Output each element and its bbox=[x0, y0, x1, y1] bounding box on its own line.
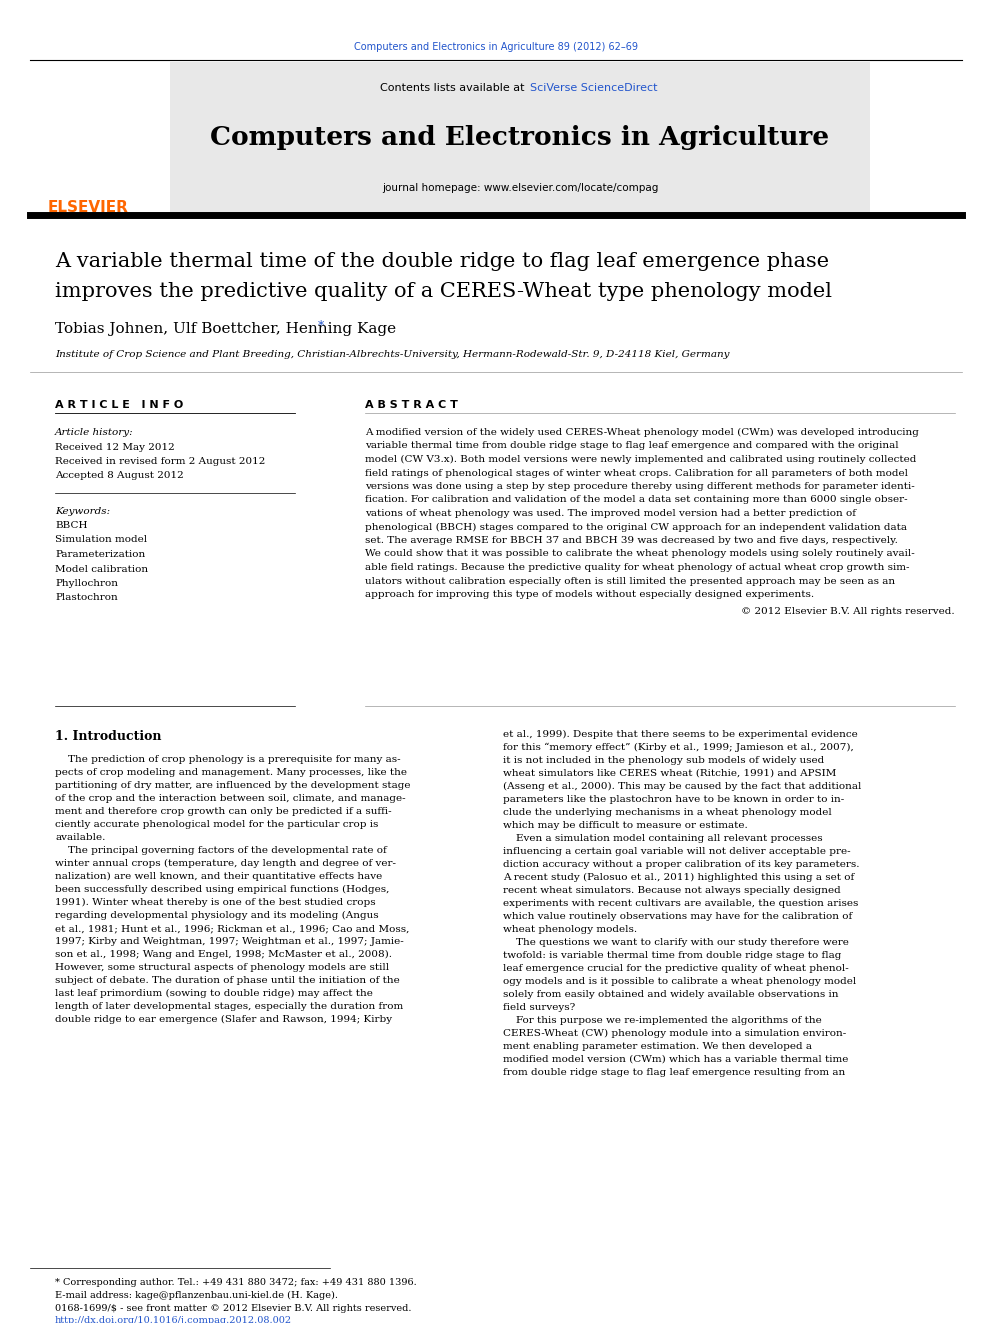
Text: Institute of Crop Science and Plant Breeding, Christian-Albrechts-University, He: Institute of Crop Science and Plant Bree… bbox=[55, 351, 729, 359]
Text: 1997; Kirby and Weightman, 1997; Weightman et al., 1997; Jamie-: 1997; Kirby and Weightman, 1997; Weightm… bbox=[55, 937, 404, 946]
Text: CERES-Wheat (CW) phenology module into a simulation environ-: CERES-Wheat (CW) phenology module into a… bbox=[503, 1029, 846, 1039]
Text: * Corresponding author. Tel.: +49 431 880 3472; fax: +49 431 880 1396.: * Corresponding author. Tel.: +49 431 88… bbox=[55, 1278, 417, 1287]
Text: from double ridge stage to flag leaf emergence resulting from an: from double ridge stage to flag leaf eme… bbox=[503, 1068, 845, 1077]
Text: fication. For calibration and validation of the model a data set containing more: fication. For calibration and validation… bbox=[365, 496, 908, 504]
Text: Model calibration: Model calibration bbox=[55, 565, 148, 573]
Text: field surveys?: field surveys? bbox=[503, 1003, 575, 1012]
Text: http://dx.doi.org/10.1016/j.compag.2012.08.002: http://dx.doi.org/10.1016/j.compag.2012.… bbox=[55, 1316, 292, 1323]
Text: Received in revised form 2 August 2012: Received in revised form 2 August 2012 bbox=[55, 456, 266, 466]
Text: 1991). Winter wheat thereby is one of the best studied crops: 1991). Winter wheat thereby is one of th… bbox=[55, 898, 376, 908]
Text: vations of wheat phenology was used. The improved model version had a better pre: vations of wheat phenology was used. The… bbox=[365, 509, 856, 519]
Text: (Asseng et al., 2000). This may be caused by the fact that additional: (Asseng et al., 2000). This may be cause… bbox=[503, 782, 861, 791]
Text: regarding developmental physiology and its modeling (Angus: regarding developmental physiology and i… bbox=[55, 912, 379, 919]
Text: For this purpose we re-implemented the algorithms of the: For this purpose we re-implemented the a… bbox=[503, 1016, 821, 1025]
Text: it is not included in the phenology sub models of widely used: it is not included in the phenology sub … bbox=[503, 755, 824, 765]
Text: Even a simulation model containing all relevant processes: Even a simulation model containing all r… bbox=[503, 833, 822, 843]
Text: 1. Introduction: 1. Introduction bbox=[55, 730, 162, 744]
Text: *: * bbox=[318, 320, 324, 333]
Text: SciVerse ScienceDirect: SciVerse ScienceDirect bbox=[530, 83, 658, 93]
Text: length of later developmental stages, especially the duration from: length of later developmental stages, es… bbox=[55, 1002, 404, 1011]
Text: partitioning of dry matter, are influenced by the development stage: partitioning of dry matter, are influenc… bbox=[55, 781, 411, 790]
Text: which may be difficult to measure or estimate.: which may be difficult to measure or est… bbox=[503, 822, 748, 830]
Text: Keywords:: Keywords: bbox=[55, 507, 110, 516]
Text: Received 12 May 2012: Received 12 May 2012 bbox=[55, 443, 175, 452]
Text: The prediction of crop phenology is a prerequisite for many as-: The prediction of crop phenology is a pr… bbox=[55, 755, 401, 763]
Text: A modified version of the widely used CERES-Wheat phenology model (CWm) was deve: A modified version of the widely used CE… bbox=[365, 429, 919, 437]
Text: parameters like the plastochron have to be known in order to in-: parameters like the plastochron have to … bbox=[503, 795, 844, 804]
Text: BBCH: BBCH bbox=[55, 521, 87, 531]
Text: nalization) are well known, and their quantitative effects have: nalization) are well known, and their qu… bbox=[55, 872, 382, 881]
Text: ment enabling parameter estimation. We then developed a: ment enabling parameter estimation. We t… bbox=[503, 1043, 812, 1050]
Text: diction accuracy without a proper calibration of its key parameters.: diction accuracy without a proper calibr… bbox=[503, 860, 859, 869]
Text: modified model version (CWm) which has a variable thermal time: modified model version (CWm) which has a… bbox=[503, 1054, 848, 1064]
Text: A R T I C L E   I N F O: A R T I C L E I N F O bbox=[55, 400, 184, 410]
Text: for this “memory effect” (Kirby et al., 1999; Jamieson et al., 2007),: for this “memory effect” (Kirby et al., … bbox=[503, 744, 854, 753]
Text: et al., 1999). Despite that there seems to be experimental evidence: et al., 1999). Despite that there seems … bbox=[503, 730, 858, 740]
Text: The principal governing factors of the developmental rate of: The principal governing factors of the d… bbox=[55, 845, 387, 855]
Text: ulators without calibration especially often is still limited the presented appr: ulators without calibration especially o… bbox=[365, 577, 895, 586]
Text: solely from easily obtained and widely available observations in: solely from easily obtained and widely a… bbox=[503, 990, 838, 999]
Text: approach for improving this type of models without especially designed experimen: approach for improving this type of mode… bbox=[365, 590, 814, 599]
Text: leaf emergence crucial for the predictive quality of wheat phenol-: leaf emergence crucial for the predictiv… bbox=[503, 964, 849, 972]
Text: The questions we want to clarify with our study therefore were: The questions we want to clarify with ou… bbox=[503, 938, 849, 947]
Text: set. The average RMSE for BBCH 37 and BBCH 39 was decreased by two and five days: set. The average RMSE for BBCH 37 and BB… bbox=[365, 536, 898, 545]
Text: Computers and Electronics in Agriculture: Computers and Electronics in Agriculture bbox=[210, 124, 829, 149]
Text: last leaf primordium (sowing to double ridge) may affect the: last leaf primordium (sowing to double r… bbox=[55, 990, 373, 998]
Text: variable thermal time from double ridge stage to flag leaf emergence and compare: variable thermal time from double ridge … bbox=[365, 442, 899, 451]
Text: able field ratings. Because the predictive quality for wheat phenology of actual: able field ratings. Because the predicti… bbox=[365, 564, 910, 572]
Text: ELSEVIER: ELSEVIER bbox=[48, 200, 129, 216]
Text: We could show that it was possible to calibrate the wheat phenology models using: We could show that it was possible to ca… bbox=[365, 549, 915, 558]
Text: improves the predictive quality of a CERES-Wheat type phenology model: improves the predictive quality of a CER… bbox=[55, 282, 832, 302]
Text: Tobias Johnen, Ulf Boettcher, Henning Kage: Tobias Johnen, Ulf Boettcher, Henning Ka… bbox=[55, 321, 396, 336]
Text: ogy models and is it possible to calibrate a wheat phenology model: ogy models and is it possible to calibra… bbox=[503, 976, 856, 986]
Text: influencing a certain goal variable will not deliver acceptable pre-: influencing a certain goal variable will… bbox=[503, 847, 850, 856]
Text: ciently accurate phenological model for the particular crop is: ciently accurate phenological model for … bbox=[55, 820, 378, 830]
Text: E-mail address: kage@pflanzenbau.uni-kiel.de (H. Kage).: E-mail address: kage@pflanzenbau.uni-kie… bbox=[55, 1291, 338, 1301]
Text: twofold: is variable thermal time from double ridge stage to flag: twofold: is variable thermal time from d… bbox=[503, 951, 841, 960]
Text: been successfully described using empirical functions (Hodges,: been successfully described using empiri… bbox=[55, 885, 390, 894]
Text: son et al., 1998; Wang and Engel, 1998; McMaster et al., 2008).: son et al., 1998; Wang and Engel, 1998; … bbox=[55, 950, 392, 959]
Text: et al., 1981; Hunt et al., 1996; Rickman et al., 1996; Cao and Moss,: et al., 1981; Hunt et al., 1996; Rickman… bbox=[55, 923, 410, 933]
Text: 0168-1699/$ - see front matter © 2012 Elsevier B.V. All rights reserved.: 0168-1699/$ - see front matter © 2012 El… bbox=[55, 1304, 412, 1312]
Text: Contents lists available at: Contents lists available at bbox=[380, 83, 528, 93]
Text: Parameterization: Parameterization bbox=[55, 550, 145, 560]
Text: field ratings of phenological stages of winter wheat crops. Calibration for all : field ratings of phenological stages of … bbox=[365, 468, 908, 478]
Text: phenological (BBCH) stages compared to the original CW approach for an independe: phenological (BBCH) stages compared to t… bbox=[365, 523, 907, 532]
Bar bbox=[170, 62, 870, 212]
Text: Accepted 8 August 2012: Accepted 8 August 2012 bbox=[55, 471, 184, 480]
Text: Phyllochron: Phyllochron bbox=[55, 579, 118, 587]
Text: experiments with recent cultivars are available, the question arises: experiments with recent cultivars are av… bbox=[503, 900, 858, 908]
Text: Article history:: Article history: bbox=[55, 429, 134, 437]
Text: wheat simulators like CERES wheat (Ritchie, 1991) and APSIM: wheat simulators like CERES wheat (Ritch… bbox=[503, 769, 836, 778]
Text: ment and therefore crop growth can only be predicted if a suffi-: ment and therefore crop growth can only … bbox=[55, 807, 392, 816]
Text: wheat phenology models.: wheat phenology models. bbox=[503, 925, 637, 934]
Text: available.: available. bbox=[55, 833, 105, 841]
Text: However, some structural aspects of phenology models are still: However, some structural aspects of phen… bbox=[55, 963, 389, 972]
Text: Computers and Electronics in Agriculture 89 (2012) 62–69: Computers and Electronics in Agriculture… bbox=[354, 42, 638, 52]
Text: journal homepage: www.elsevier.com/locate/compag: journal homepage: www.elsevier.com/locat… bbox=[382, 183, 658, 193]
Text: A recent study (Palosuo et al., 2011) highlighted this using a set of: A recent study (Palosuo et al., 2011) hi… bbox=[503, 873, 854, 882]
Text: versions was done using a step by step procedure thereby using different methods: versions was done using a step by step p… bbox=[365, 482, 915, 491]
Text: double ridge to ear emergence (Slafer and Rawson, 1994; Kirby: double ridge to ear emergence (Slafer an… bbox=[55, 1015, 392, 1024]
Text: Simulation model: Simulation model bbox=[55, 536, 147, 545]
Text: Plastochron: Plastochron bbox=[55, 594, 118, 602]
Text: A variable thermal time of the double ridge to flag leaf emergence phase: A variable thermal time of the double ri… bbox=[55, 251, 829, 271]
Text: model (CW V3.x). Both model versions were newly implemented and calibrated using: model (CW V3.x). Both model versions wer… bbox=[365, 455, 917, 464]
Text: subject of debate. The duration of phase until the initiation of the: subject of debate. The duration of phase… bbox=[55, 976, 400, 986]
Text: of the crop and the interaction between soil, climate, and manage-: of the crop and the interaction between … bbox=[55, 794, 406, 803]
Text: winter annual crops (temperature, day length and degree of ver-: winter annual crops (temperature, day le… bbox=[55, 859, 396, 868]
Text: recent wheat simulators. Because not always specially designed: recent wheat simulators. Because not alw… bbox=[503, 886, 841, 894]
Text: pects of crop modeling and management. Many processes, like the: pects of crop modeling and management. M… bbox=[55, 767, 407, 777]
Text: © 2012 Elsevier B.V. All rights reserved.: © 2012 Elsevier B.V. All rights reserved… bbox=[741, 607, 955, 617]
Text: A B S T R A C T: A B S T R A C T bbox=[365, 400, 458, 410]
Text: clude the underlying mechanisms in a wheat phenology model: clude the underlying mechanisms in a whe… bbox=[503, 808, 831, 818]
Text: which value routinely observations may have for the calibration of: which value routinely observations may h… bbox=[503, 912, 852, 921]
